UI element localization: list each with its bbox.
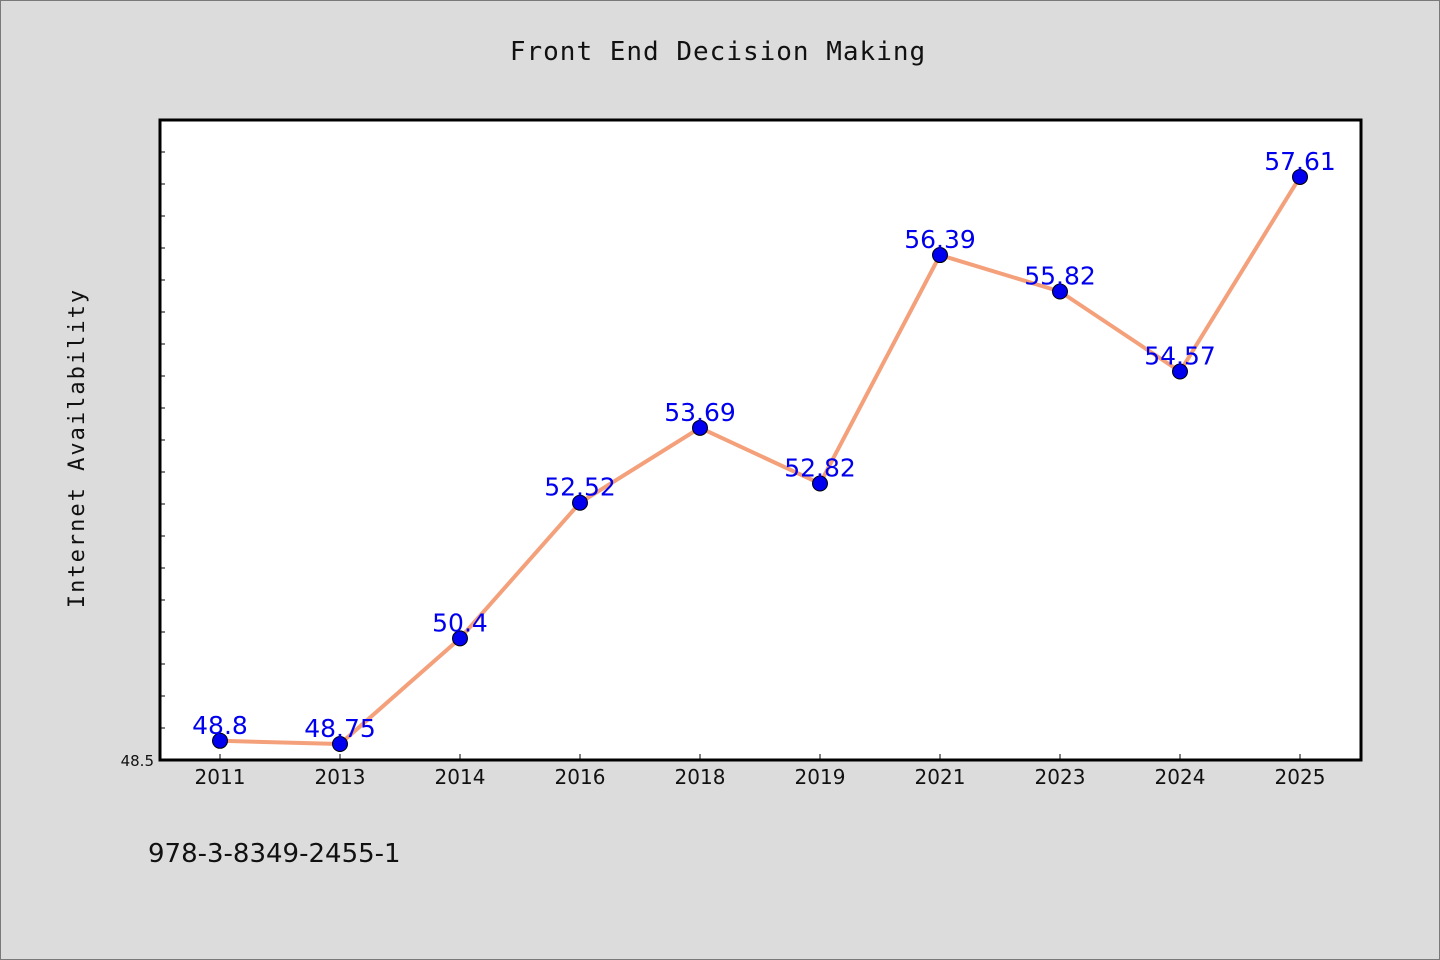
x-tick-label: 2013 [315,765,366,789]
data-label: 57.61 [1264,147,1336,176]
data-label: 53.69 [664,398,736,427]
series-line [219,175,1302,746]
data-point [1172,363,1188,380]
x-axis-ticks: 2011 2013 2014 2016 2018 2019 2021 2023 2024 2025 [195,754,1326,789]
plot-border [158,118,1363,762]
footnote-isbn: 978-3-8349-2455-1 [148,839,401,869]
x-tick-label: 2016 [555,765,606,789]
data-label: 54.57 [1144,342,1216,371]
data-markers [212,168,1308,752]
y-axis-tick-labels: 48.5 [121,752,154,770]
data-point [212,732,228,749]
data-point [452,630,468,647]
data-point [1292,168,1308,185]
data-label: 48.8 [192,711,248,740]
data-point [332,736,348,752]
data-point [1052,283,1068,300]
data-label: 48.75 [304,714,376,743]
x-tick-label: 2023 [1035,765,1086,789]
plot-area [160,120,1361,760]
x-tick-label: 2024 [1155,765,1206,789]
x-tick-label: 2019 [795,765,846,789]
series-line-group [219,175,1302,746]
x-tick-label: 2021 [915,765,966,789]
data-point [572,494,588,511]
data-point [812,475,828,492]
y-axis-label: Internet Availability [65,288,90,608]
data-label: 56.39 [904,225,976,254]
data-label: 52.52 [544,473,616,502]
x-tick-label: 2014 [435,765,486,789]
x-tick-label: 2011 [195,765,246,789]
chart-title: Front End Decision Making [510,37,926,67]
x-tick-label: 2025 [1275,765,1326,789]
x-tick-label: 2018 [675,765,726,789]
data-point [692,419,708,436]
data-label: 55.82 [1024,262,1096,291]
data-label: 52.82 [784,454,856,483]
data-labels: 48.8 48.75 50.4 52.52 53.69 52.82 56.39 55.82 54… [192,147,1336,743]
data-label: 50.4 [432,608,488,637]
y-tick-label: 48.5 [121,752,154,770]
data-point [932,247,948,264]
